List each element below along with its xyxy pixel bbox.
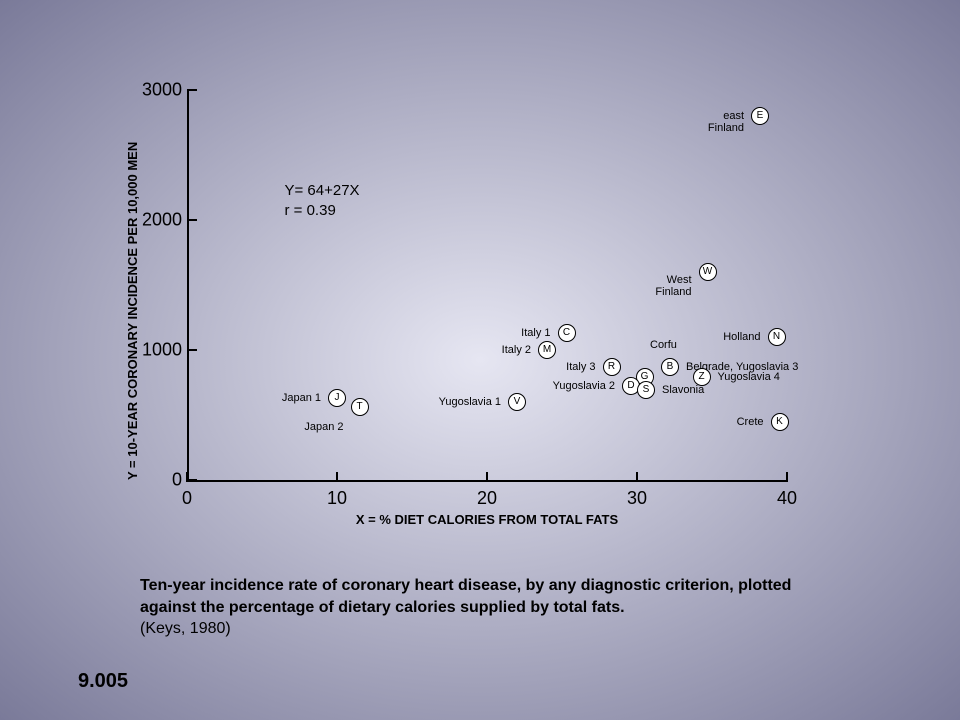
x-axis-title: X = % DIET CALORIES FROM TOTAL FATS: [187, 512, 787, 527]
data-point-S: S: [637, 381, 655, 399]
x-tick-label: 0: [182, 488, 192, 509]
data-point-N: N: [768, 328, 786, 346]
data-point-C: C: [558, 324, 576, 342]
y-axis: [187, 90, 189, 480]
regression-equation: Y= 64+27Xr = 0.39: [285, 181, 360, 220]
x-tick-label: 20: [477, 488, 497, 509]
data-point-K: K: [771, 413, 789, 431]
y-tick-label: 3000: [137, 80, 182, 101]
y-tick-label: 2000: [137, 210, 182, 231]
point-label-W: WestFinland: [552, 274, 692, 298]
x-tick-label: 10: [327, 488, 347, 509]
y-axis-title: Y = 10-YEAR CORONARY INCIDENCE PER 10,00…: [125, 142, 140, 480]
y-tick-label: 0: [137, 470, 182, 491]
point-label-T: Japan 2: [204, 421, 344, 433]
point-label-N: Holland: [621, 331, 761, 343]
data-point-M: M: [538, 341, 556, 359]
point-label-V: Yugoslavia 1: [361, 396, 501, 408]
x-tick-label: 30: [627, 488, 647, 509]
caption-source: (Keys, 1980): [140, 620, 231, 637]
data-point-J: J: [328, 389, 346, 407]
point-label-C: Italy 1: [411, 327, 551, 339]
data-point-R: R: [603, 358, 621, 376]
data-point-B: B: [661, 358, 679, 376]
figure-caption: Ten-year incidence rate of coronary hear…: [140, 575, 840, 640]
point-label-B-extra: Corfu: [650, 339, 677, 351]
point-label-M: Italy 2: [391, 344, 531, 356]
y-tick-label: 1000: [137, 340, 182, 361]
point-label-D: Yugoslavia 2: [475, 380, 615, 392]
point-label-S: Slavonia: [662, 384, 704, 396]
caption-bold: Ten-year incidence rate of coronary hear…: [140, 577, 791, 616]
data-point-V: V: [508, 393, 526, 411]
data-point-E: E: [751, 107, 769, 125]
data-point-T: T: [351, 398, 369, 416]
point-label-E: eastFinland: [604, 110, 744, 134]
point-label-R: Italy 3: [456, 361, 596, 373]
x-tick-label: 40: [777, 488, 797, 509]
slide-stage: 0 10 20 30 40 0 1000 2000 3000 X = % DIET CALORIE…: [0, 0, 960, 720]
point-label-J: Japan 1: [181, 392, 321, 404]
point-label-K: Crete: [624, 416, 764, 428]
figure-number: 9.005: [78, 670, 128, 693]
point-label-Z: Yugoslavia 4: [718, 371, 780, 383]
data-point-W: W: [699, 263, 717, 281]
